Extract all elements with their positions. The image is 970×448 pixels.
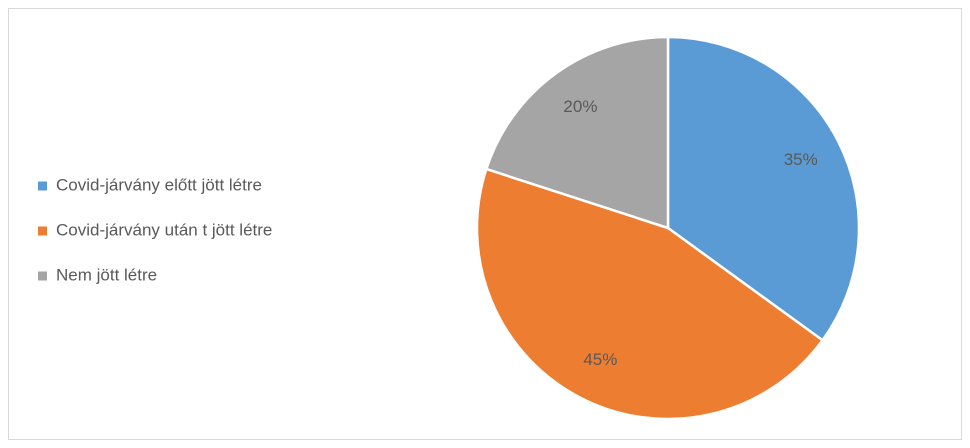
pie-slice xyxy=(484,35,670,230)
legend-label: Covid-járvány után t jött létre xyxy=(56,220,272,239)
legend-label: Nem jött létre xyxy=(56,265,157,284)
legend-swatch xyxy=(38,271,47,281)
legend-swatch xyxy=(38,181,47,191)
pie-slice xyxy=(666,35,861,343)
data-label: 35% xyxy=(784,150,818,169)
data-label: 20% xyxy=(563,97,597,116)
pie-slice xyxy=(475,167,825,421)
legend-label: Covid-járvány előtt jött létre xyxy=(56,175,262,194)
legend-swatch xyxy=(38,226,47,236)
data-label: 45% xyxy=(583,350,617,369)
